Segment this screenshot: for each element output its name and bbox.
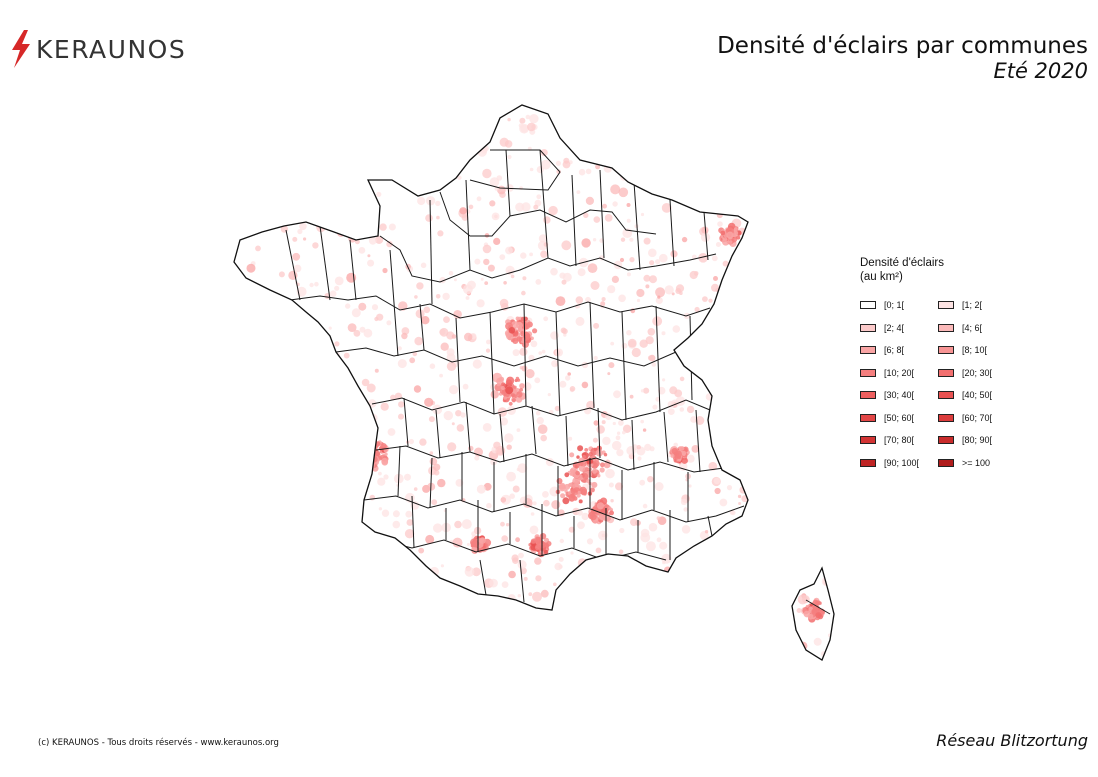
legend-label: [90; 100[ <box>884 457 920 468</box>
legend-swatch <box>860 413 876 422</box>
legend-item: [90; 100[ <box>860 456 938 470</box>
legend-item: [20; 30[ <box>938 366 1016 380</box>
legend-item: [40; 50[ <box>938 388 1016 402</box>
legend-swatch <box>938 391 954 399</box>
legend-label: [60; 70[ <box>962 412 993 423</box>
density-layer <box>234 105 834 660</box>
legend-swatch <box>860 301 876 309</box>
legend-item: [6; 8[ <box>860 343 938 357</box>
legend-item: [50; 60[ <box>860 411 938 425</box>
legend-label: [2; 4[ <box>884 322 905 333</box>
legend-label: [40; 50[ <box>962 390 993 400</box>
title-sub: Eté 2020 <box>993 59 1088 83</box>
legend-swatch <box>860 323 876 332</box>
network-credit: Réseau Blitzortung <box>936 731 1088 750</box>
legend-item: [0; 1[ <box>860 298 938 312</box>
legend-swatch <box>938 458 954 467</box>
legend-title-line2: (au km²) <box>860 271 903 283</box>
legend-swatch <box>938 436 954 444</box>
lightning-bolt-icon <box>12 30 30 68</box>
legend-swatch <box>860 368 876 377</box>
legend-label: >= 100 <box>962 457 991 468</box>
legend-item: >= 100 <box>938 456 1016 470</box>
legend-swatch <box>938 368 954 377</box>
legend-swatch <box>860 458 876 467</box>
legend-swatch <box>938 301 954 309</box>
france-map <box>233 104 835 661</box>
title-main: Densité d'éclairs par communes <box>717 33 1088 59</box>
legend-label: [4; 6[ <box>962 322 983 333</box>
legend-item: [60; 70[ <box>938 411 1016 425</box>
legend-item: [8; 10[ <box>938 343 1016 357</box>
legend-swatch <box>860 436 876 444</box>
legend-item: [80; 90[ <box>938 433 1016 447</box>
legend-item: [30; 40[ <box>860 388 938 402</box>
legend-label: [0; 1[ <box>884 300 905 310</box>
country-outline <box>233 104 835 661</box>
copyright: (c) KERAUNOS - Tous droits réservés - ww… <box>38 738 279 748</box>
keraunos-logo: KERAUNOS <box>10 30 186 68</box>
legend-label: [1; 2[ <box>962 300 983 310</box>
legend-label: [30; 40[ <box>884 390 915 400</box>
legend-label: [50; 60[ <box>884 412 915 423</box>
legend-swatch <box>938 413 954 422</box>
legend-item: [1; 2[ <box>938 298 1016 312</box>
map-title: Densité d'éclairs par communes Eté 2020 <box>717 33 1088 83</box>
legend: Densité d'éclairs (au km²) [0; 1[[1; 2[[… <box>860 256 1050 470</box>
legend-item: [70; 80[ <box>860 433 938 447</box>
legend-item: [10; 20[ <box>860 366 938 380</box>
legend-swatch <box>938 323 954 332</box>
legend-item: [4; 6[ <box>938 321 1016 335</box>
legend-label: [80; 90[ <box>962 435 993 445</box>
legend-title: Densité d'éclairs (au km²) <box>860 256 1050 284</box>
legend-title-line1: Densité d'éclairs <box>860 257 945 269</box>
legend-swatch <box>860 391 876 399</box>
legend-grid: [0; 1[ [1; 2[ [2; 4[ [4; 6[ [6; 8[ [8; 10[ [10… <box>860 298 1050 470</box>
legend-label: [6; 8[ <box>884 345 905 355</box>
brand-name: KERAUNOS <box>36 34 187 64</box>
legend-swatch <box>938 346 954 354</box>
legend-label: [8; 10[ <box>962 345 988 355</box>
legend-label: [20; 30[ <box>962 367 993 378</box>
legend-item: [2; 4[ <box>860 321 938 335</box>
legend-swatch <box>860 346 876 354</box>
legend-label: [10; 20[ <box>884 367 915 378</box>
department-boundaries <box>285 149 831 615</box>
legend-label: [70; 80[ <box>884 435 915 445</box>
